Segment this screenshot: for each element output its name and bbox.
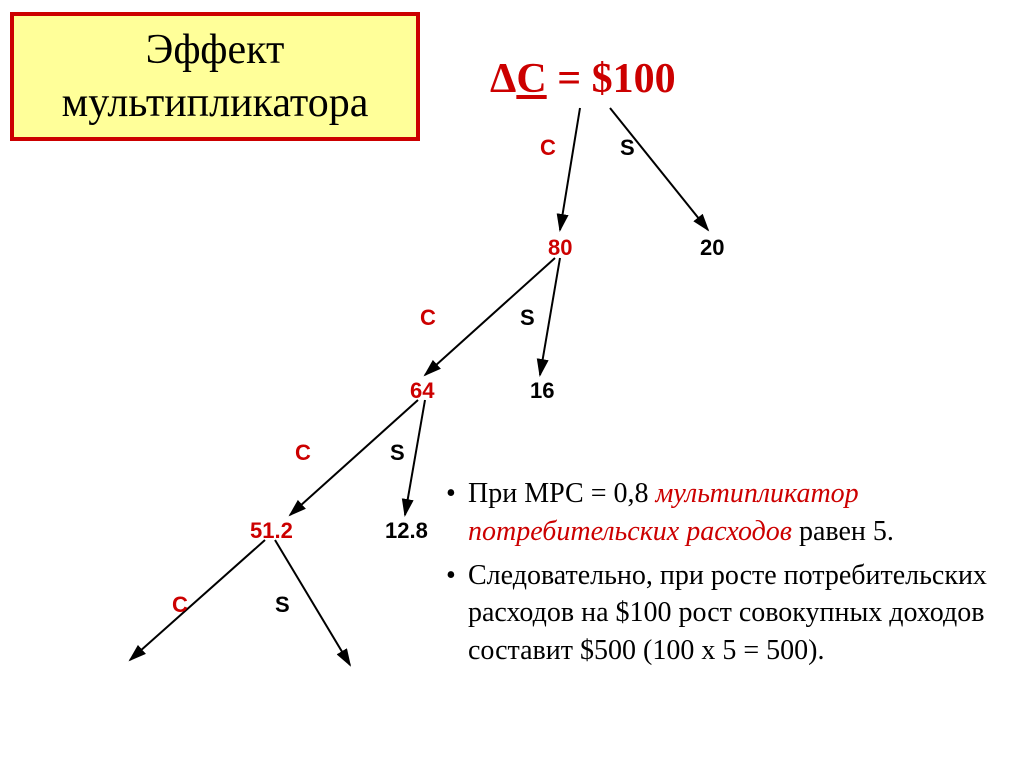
c-value-2: 51.2 [250,518,293,544]
title-line1: Эффект [32,24,398,77]
c-value-0: 80 [548,235,572,261]
title-line2: мультипликатора [32,77,398,130]
formula-rest: = $100 [547,56,676,102]
explanation-text: При МРС = 0,8 мультипликатор потребитель… [440,475,1020,676]
c-label-0: С [540,135,556,161]
bullet-pre-0: При МРС = 0,8 [468,478,655,509]
c-label-3: С [172,592,188,618]
s-label-2: S [390,440,405,466]
formula-var: С [516,56,546,102]
bullet-pre-1: Следовательно, при росте потребительских… [468,560,987,667]
s-value-2: 12.8 [385,518,428,544]
bullet-post-0: равен 5. [792,516,894,547]
title-box: Эффект мультипликатора [10,12,420,141]
s-label-1: S [520,305,535,331]
c-label-1: С [420,305,436,331]
s-value-1: 16 [530,378,554,404]
formula-delta-c: ΔС = $100 [490,55,676,103]
c-value-1: 64 [410,378,434,404]
s-label-0: S [620,135,635,161]
s-value-0: 20 [700,235,724,261]
bullet-item-0: При МРС = 0,8 мультипликатор потребитель… [440,475,1020,551]
bullet-item-1: Следовательно, при росте потребительских… [440,557,1020,670]
s-label-3: S [275,592,290,618]
c-label-2: С [295,440,311,466]
formula-delta: Δ [490,56,516,102]
